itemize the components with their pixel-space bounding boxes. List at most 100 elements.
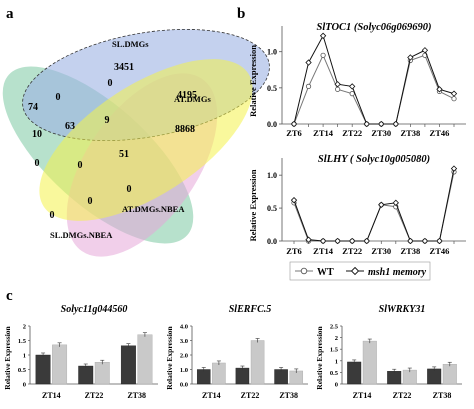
x-tick-label: ZT46 — [430, 246, 450, 256]
data-point-msh1 — [421, 47, 429, 54]
x-tick-label: ZT38 — [127, 391, 146, 400]
venn-count: 0 — [127, 184, 132, 195]
data-point-msh1 — [334, 237, 341, 245]
data-point-msh1 — [407, 54, 414, 61]
bar-wt — [274, 369, 288, 385]
y-tick-label: 0.5 — [18, 367, 27, 374]
y-axis-label: Relative Expression — [165, 325, 174, 389]
x-tick-label: ZT22 — [342, 128, 362, 138]
venn-count: 0 — [50, 210, 55, 221]
legend-label-msh1: msh1 memory — [368, 267, 427, 278]
panel-label-a: a — [6, 6, 14, 22]
venn-set-label-sl-dmgs-nbea: SL.DMGs.NBEA — [50, 230, 113, 240]
y-tick-label: 2.0 — [180, 353, 188, 360]
data-point-msh1 — [305, 59, 312, 66]
x-tick-label: ZT22 — [241, 391, 260, 400]
y-tick-label: 0.0 — [180, 382, 188, 389]
venn-count: 63 — [65, 121, 75, 132]
bar-wt — [120, 345, 136, 385]
venn-count: 9 — [105, 115, 110, 126]
data-point-msh1 — [349, 237, 356, 245]
y-tick-label: 1 — [23, 353, 26, 360]
venn-set-label-sl-dmgs: SL.DMGs — [112, 39, 149, 49]
y-tick-label: 1.0 — [267, 48, 277, 57]
venn-ellipse-at-dmgs — [39, 59, 253, 221]
y-tick-label: 0 — [335, 382, 338, 389]
chart-title: SlERFC.5 — [229, 304, 272, 315]
data-point-msh1 — [407, 237, 414, 245]
y-tick-label: 0.0 — [267, 237, 277, 246]
venn-count: 4195 — [177, 90, 197, 101]
x-tick-label: ZT22 — [342, 246, 362, 256]
line-chart-1: SlTOC1 (Solyc06g069690) Relative Expressi… — [248, 22, 466, 138]
venn-count: 0 — [108, 78, 113, 89]
data-point-msh1 — [334, 81, 341, 88]
y-tick-label: 1.5 — [330, 347, 339, 354]
x-tick-label: ZT6 — [286, 128, 302, 138]
data-point-msh1 — [319, 237, 327, 245]
venn-count: 0 — [35, 158, 40, 169]
series-line-wt — [293, 171, 455, 242]
x-tick-label: ZT38 — [400, 246, 420, 256]
y-tick-label: 2 — [23, 324, 26, 331]
venn-count: 0 — [56, 92, 61, 103]
data-point-wt — [335, 86, 341, 92]
x-tick-label: ZT6 — [286, 246, 302, 256]
x-tick-label: ZT14 — [202, 391, 221, 400]
panel-label-c: c — [6, 288, 13, 304]
data-point-msh1 — [290, 120, 298, 128]
y-tick-label: 3.0 — [180, 338, 188, 345]
bar-msh1 — [212, 362, 226, 385]
chart-title: Solyc11g044560 — [61, 304, 128, 315]
venn-set-label-at-dmgs-nbea: AT.DMGs.NBEA — [122, 204, 185, 214]
x-tick-label: ZT30 — [371, 246, 391, 256]
legend-label-wt: WT — [317, 267, 334, 278]
x-tick-label: ZT14 — [313, 128, 334, 138]
data-point-msh1 — [450, 90, 458, 97]
panel-label-b: b — [237, 6, 245, 22]
x-tick-label: ZT38 — [400, 128, 420, 138]
bar-msh1 — [250, 340, 265, 385]
bar-chart-2: SlERFC.5 Relative Expression 0.0 1.0 2.0 3.0 4… — [165, 304, 308, 400]
y-tick-label: 1.5 — [18, 338, 27, 345]
legend-marker-wt — [300, 267, 308, 275]
y-axis-label: Relative Expression — [248, 45, 258, 117]
y-axis-label: Relative Expression — [248, 169, 258, 241]
data-point-msh1 — [436, 86, 443, 93]
data-point-msh1 — [378, 201, 385, 208]
line-chart-2: SlLHY ( Solyc10g005080) Relative Expressi… — [248, 154, 466, 256]
chart-title: SlWRKY31 — [379, 304, 426, 315]
data-point-msh1 — [290, 197, 298, 204]
data-point-msh1 — [436, 237, 443, 245]
bar-chart-3: SlWRKY31 Relative Expression 0 0.5 1 1.5 2 2.5 Z… — [315, 304, 462, 400]
bar-msh1 — [442, 364, 457, 385]
x-tick-label: ZT22 — [393, 391, 412, 400]
data-point-msh1 — [392, 199, 399, 206]
bar-msh1 — [402, 369, 417, 385]
y-tick-label: 2 — [335, 335, 338, 342]
chart-title: SlTOC1 (Solyc06g069690) — [316, 22, 431, 33]
bar-wt — [196, 369, 211, 385]
data-point-msh1 — [392, 120, 399, 128]
y-tick-label: 0.5 — [330, 370, 339, 377]
y-tick-label: 1 — [335, 358, 338, 365]
venn-diagram: SL.DMGs AT.DMGs AT.DMGs.NBEA SL.DMGs.NBE… — [2, 28, 270, 257]
bar-msh1 — [52, 344, 68, 385]
data-point-wt — [320, 52, 326, 58]
x-tick-label: ZT22 — [85, 391, 104, 400]
y-tick-label: 0.5 — [267, 84, 277, 93]
data-point-msh1 — [363, 120, 370, 128]
bar-msh1 — [362, 340, 377, 385]
series-line-msh1 — [293, 168, 455, 242]
venn-count: 0 — [78, 160, 83, 171]
venn-count: 3451 — [114, 62, 134, 73]
bar-msh1 — [94, 362, 110, 385]
data-point-msh1 — [378, 120, 385, 128]
bar-chart-1: Solyc11g044560 Relative Expression 0 0.5 1 1.… — [3, 304, 158, 400]
x-tick-label: ZT14 — [42, 391, 61, 400]
y-axis-label: Relative Expression — [315, 325, 324, 389]
y-axis-label: Relative Expression — [3, 325, 12, 389]
data-point-msh1 — [305, 236, 312, 243]
